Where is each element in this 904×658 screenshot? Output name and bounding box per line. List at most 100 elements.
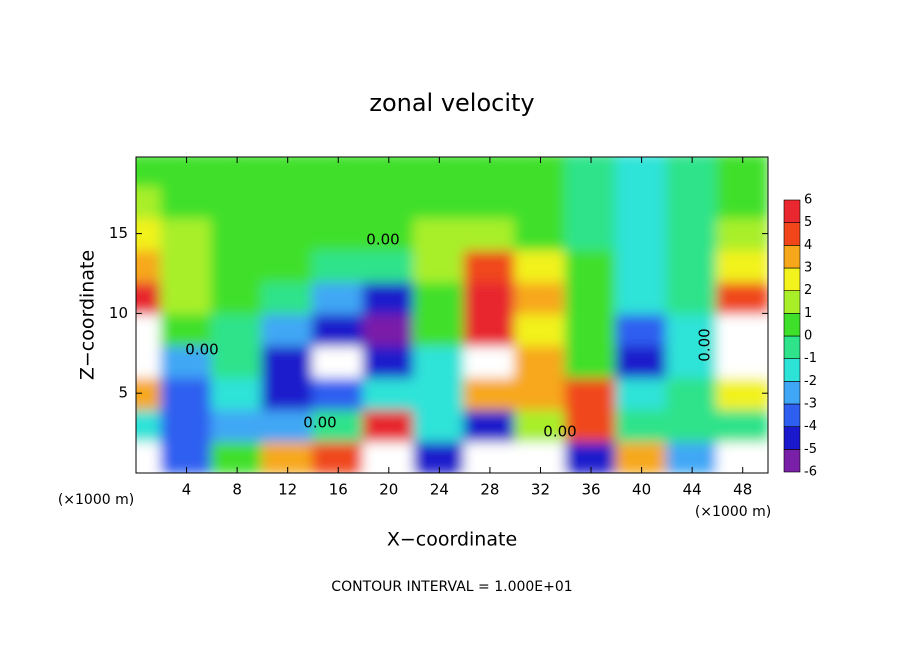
field-cell xyxy=(463,216,517,251)
field-cell xyxy=(665,312,719,347)
field-cell xyxy=(665,280,719,315)
field-cell xyxy=(564,344,618,379)
contour-label: 0.00 xyxy=(696,328,714,361)
plot-frame xyxy=(135,156,769,474)
y-tick-label: 5 xyxy=(118,384,128,402)
x-unit-label: (×1000 m) xyxy=(695,504,771,520)
field-cell xyxy=(665,216,719,251)
field-cell xyxy=(665,184,719,219)
field-cell xyxy=(665,344,719,379)
field-cell xyxy=(261,216,314,251)
field-cell xyxy=(716,216,768,251)
colorbar-box xyxy=(783,381,801,405)
field-cell xyxy=(413,408,466,443)
field-cell xyxy=(311,344,365,379)
field-cell xyxy=(160,344,213,379)
x-tick-label: 44 xyxy=(683,481,702,499)
field-cell xyxy=(210,408,264,443)
field-cell xyxy=(716,344,768,379)
field-cell xyxy=(210,184,264,219)
contour-label: 0.00 xyxy=(543,423,576,441)
field-cell xyxy=(160,216,213,251)
field-cell xyxy=(311,376,365,411)
colorbar-box xyxy=(783,222,801,246)
field-cell xyxy=(210,280,264,315)
colorbar-box xyxy=(783,449,801,473)
x-tick-label: 20 xyxy=(379,481,398,499)
field-cell xyxy=(514,248,567,283)
colorbar-box xyxy=(783,358,801,382)
field-cell xyxy=(514,184,567,219)
contour-label: 0.00 xyxy=(303,414,336,432)
field-cell xyxy=(564,376,618,411)
field-cell xyxy=(413,184,466,219)
field-cell xyxy=(160,376,213,411)
y-axis-label: Z−coordinate xyxy=(77,250,99,380)
field-cell xyxy=(716,280,768,315)
field-cell xyxy=(514,312,567,347)
field-cell xyxy=(160,280,213,315)
field-cell xyxy=(311,248,365,283)
field-cell xyxy=(136,440,163,473)
field-cell xyxy=(463,248,517,283)
field-cell xyxy=(665,408,719,443)
contour-label: 0.00 xyxy=(185,341,218,359)
field-cell xyxy=(463,280,517,315)
field-cell xyxy=(362,408,416,443)
field-cell xyxy=(261,248,314,283)
x-tick-label: 48 xyxy=(733,481,752,499)
colorbar-label: 3 xyxy=(804,261,812,276)
colorbar-label: 0 xyxy=(804,329,812,344)
field-cell xyxy=(463,408,517,443)
y-tick-label: 10 xyxy=(109,304,128,322)
colorbar-box xyxy=(783,313,801,337)
field-cell xyxy=(261,312,314,347)
field-cell xyxy=(665,248,719,283)
colorbar-label: -2 xyxy=(804,374,817,389)
colorbar-label: 5 xyxy=(804,215,812,230)
field-cell xyxy=(160,184,213,219)
field-cell xyxy=(362,248,416,283)
x-tick-label: 32 xyxy=(531,481,550,499)
colorbar-label: 1 xyxy=(804,306,812,321)
colorbar-box xyxy=(783,290,801,314)
colorbar-label: -1 xyxy=(804,351,817,366)
field-cell xyxy=(136,312,163,347)
field-cell xyxy=(160,248,213,283)
field-cell xyxy=(136,344,163,379)
x-tick-label: 16 xyxy=(329,481,348,499)
field-cell xyxy=(362,216,416,251)
colorbar-label: -3 xyxy=(804,397,817,412)
field-cell xyxy=(210,216,264,251)
field-cell xyxy=(261,344,314,379)
field-cell xyxy=(136,280,163,315)
field-cell xyxy=(564,408,618,443)
colorbar-label: -4 xyxy=(804,419,817,434)
field-cell xyxy=(413,248,466,283)
contour-label: 0.00 xyxy=(366,231,399,249)
field xyxy=(136,157,768,473)
field-cell xyxy=(564,280,618,315)
field-cells xyxy=(136,157,768,473)
x-tick-label: 8 xyxy=(232,481,242,499)
field-cell xyxy=(311,216,365,251)
x-tick-label: 4 xyxy=(182,481,192,499)
field-cell xyxy=(362,376,416,411)
field-cell xyxy=(261,376,314,411)
colorbar-box xyxy=(783,199,801,223)
colorbar-label: -6 xyxy=(804,465,817,480)
field-cell xyxy=(160,312,213,347)
field-cell xyxy=(210,344,264,379)
field-cell xyxy=(716,184,768,219)
field-cell xyxy=(311,408,365,443)
field-cell xyxy=(210,376,264,411)
colorbar-label: 2 xyxy=(804,283,812,298)
field-cell xyxy=(261,408,314,443)
field-cell xyxy=(463,184,517,219)
colorbar-box xyxy=(783,335,801,359)
field-cell xyxy=(413,280,466,315)
x-tick-label: 36 xyxy=(581,481,600,499)
colorbar-box xyxy=(783,267,801,291)
